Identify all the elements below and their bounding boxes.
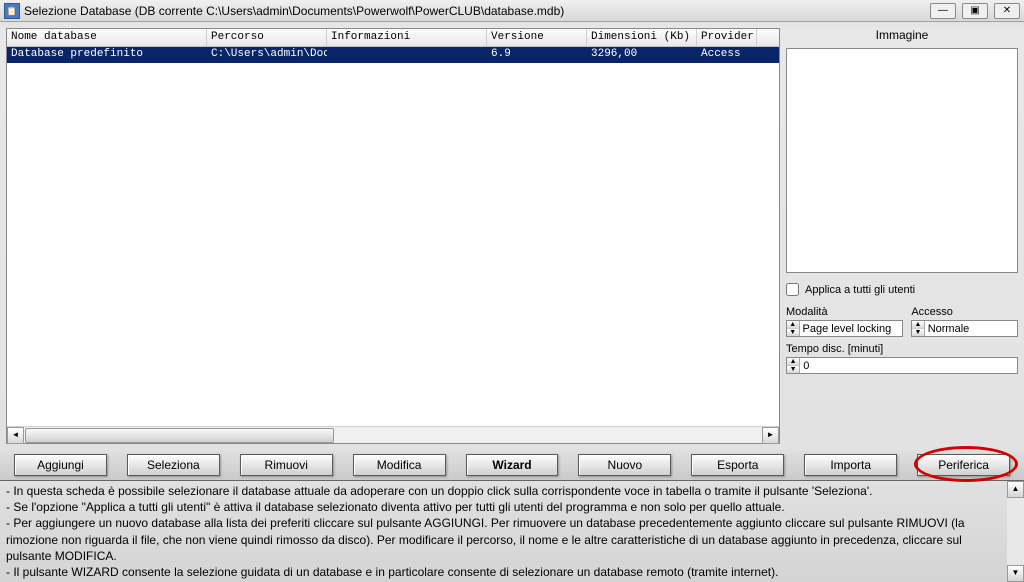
- access-label: Accesso: [911, 306, 1018, 318]
- cell-dim: 3296,00: [587, 47, 697, 63]
- timeout-input[interactable]: ▲▼: [786, 357, 1018, 374]
- image-preview: [786, 48, 1018, 273]
- apply-all-label: Applica a tutti gli utenti: [805, 284, 915, 296]
- apply-all-row: Applica a tutti gli utenti: [786, 279, 1018, 300]
- table-body: Database predefinito C:\Users\admin\Doc …: [7, 47, 779, 426]
- scroll-track[interactable]: [1007, 498, 1024, 565]
- help-line: - In questa scheda è possibile seleziona…: [6, 483, 1001, 499]
- scroll-left-icon[interactable]: ◄: [7, 427, 24, 444]
- help-text: - In questa scheda è possibile seleziona…: [0, 481, 1007, 582]
- titlebar[interactable]: 📋 Selezione Database (DB corrente C:\Use…: [0, 0, 1024, 22]
- timeout-label: Tempo disc. [minuti]: [786, 343, 1018, 355]
- chevron-down-icon[interactable]: ▼: [787, 366, 799, 373]
- cell-version: 6.9: [487, 47, 587, 63]
- scroll-right-icon[interactable]: ►: [762, 427, 779, 444]
- main-area: Nome database Percorso Informazioni Vers…: [0, 22, 1024, 450]
- col-header-dim[interactable]: Dimensioni (Kb): [587, 29, 697, 46]
- help-scrollbar[interactable]: ▲ ▼: [1007, 481, 1024, 582]
- mode-label: Modalità: [786, 306, 903, 318]
- col-header-info[interactable]: Informazioni: [327, 29, 487, 46]
- horizontal-scrollbar[interactable]: ◄ ►: [7, 426, 779, 443]
- export-button[interactable]: Esporta: [691, 454, 784, 476]
- mode-field[interactable]: [800, 321, 903, 336]
- col-header-version[interactable]: Versione: [487, 29, 587, 46]
- select-button[interactable]: Seleziona: [127, 454, 220, 476]
- help-line: - Il pulsante WIZARD consente la selezio…: [6, 564, 1001, 580]
- chevron-up-icon[interactable]: ▲: [787, 358, 799, 366]
- maximize-button[interactable]: ▣: [962, 3, 988, 19]
- access-input[interactable]: ▲▼: [911, 320, 1018, 337]
- mode-input[interactable]: ▲▼: [786, 320, 903, 337]
- add-button[interactable]: Aggiungi: [14, 454, 107, 476]
- app-icon: 📋: [4, 3, 20, 19]
- col-header-path[interactable]: Percorso: [207, 29, 327, 46]
- chevron-down-icon[interactable]: ▼: [912, 329, 923, 336]
- col-header-provider[interactable]: Provider: [697, 29, 757, 46]
- image-panel-label: Immagine: [786, 28, 1018, 42]
- cell-name: Database predefinito: [7, 47, 207, 63]
- button-bar-wrap: Aggiungi Seleziona Rimuovi Modifica Wiza…: [0, 450, 1024, 480]
- table-header: Nome database Percorso Informazioni Vers…: [7, 29, 779, 47]
- button-bar: Aggiungi Seleziona Rimuovi Modifica Wiza…: [0, 450, 1024, 480]
- chevron-up-icon[interactable]: ▲: [912, 321, 923, 329]
- database-selection-window: 📋 Selezione Database (DB corrente C:\Use…: [0, 0, 1024, 582]
- scroll-thumb[interactable]: [25, 428, 334, 443]
- col-header-name[interactable]: Nome database: [7, 29, 207, 46]
- chevron-down-icon[interactable]: ▼: [787, 329, 799, 336]
- minimize-button[interactable]: —: [930, 3, 956, 19]
- chevron-up-icon[interactable]: ▲: [787, 321, 799, 329]
- help-line: - Per aggiungere un nuovo database alla …: [6, 515, 1001, 564]
- cell-info: [327, 47, 487, 63]
- apply-all-checkbox[interactable]: [786, 283, 799, 296]
- window-title: Selezione Database (DB corrente C:\Users…: [24, 4, 930, 18]
- edit-button[interactable]: Modifica: [353, 454, 446, 476]
- device-button[interactable]: Periferica: [917, 454, 1010, 476]
- scroll-up-icon[interactable]: ▲: [1007, 481, 1024, 498]
- new-button[interactable]: Nuovo: [578, 454, 671, 476]
- close-button[interactable]: ✕: [994, 3, 1020, 19]
- cell-provider: Access: [697, 47, 757, 63]
- cell-path: C:\Users\admin\Doc: [207, 47, 327, 63]
- right-pane: Immagine Applica a tutti gli utenti Moda…: [786, 28, 1018, 444]
- wizard-button[interactable]: Wizard: [466, 454, 559, 476]
- scroll-down-icon[interactable]: ▼: [1007, 565, 1024, 582]
- window-controls: — ▣ ✕: [930, 3, 1020, 19]
- help-area: - In questa scheda è possibile seleziona…: [0, 480, 1024, 582]
- database-table-pane: Nome database Percorso Informazioni Vers…: [6, 28, 780, 444]
- import-button[interactable]: Importa: [804, 454, 897, 476]
- table-row[interactable]: Database predefinito C:\Users\admin\Doc …: [7, 47, 779, 63]
- help-line: - Se l'opzione "Applica a tutti gli uten…: [6, 499, 1001, 515]
- access-field[interactable]: [925, 321, 1017, 336]
- remove-button[interactable]: Rimuovi: [240, 454, 333, 476]
- timeout-field[interactable]: [800, 358, 1017, 373]
